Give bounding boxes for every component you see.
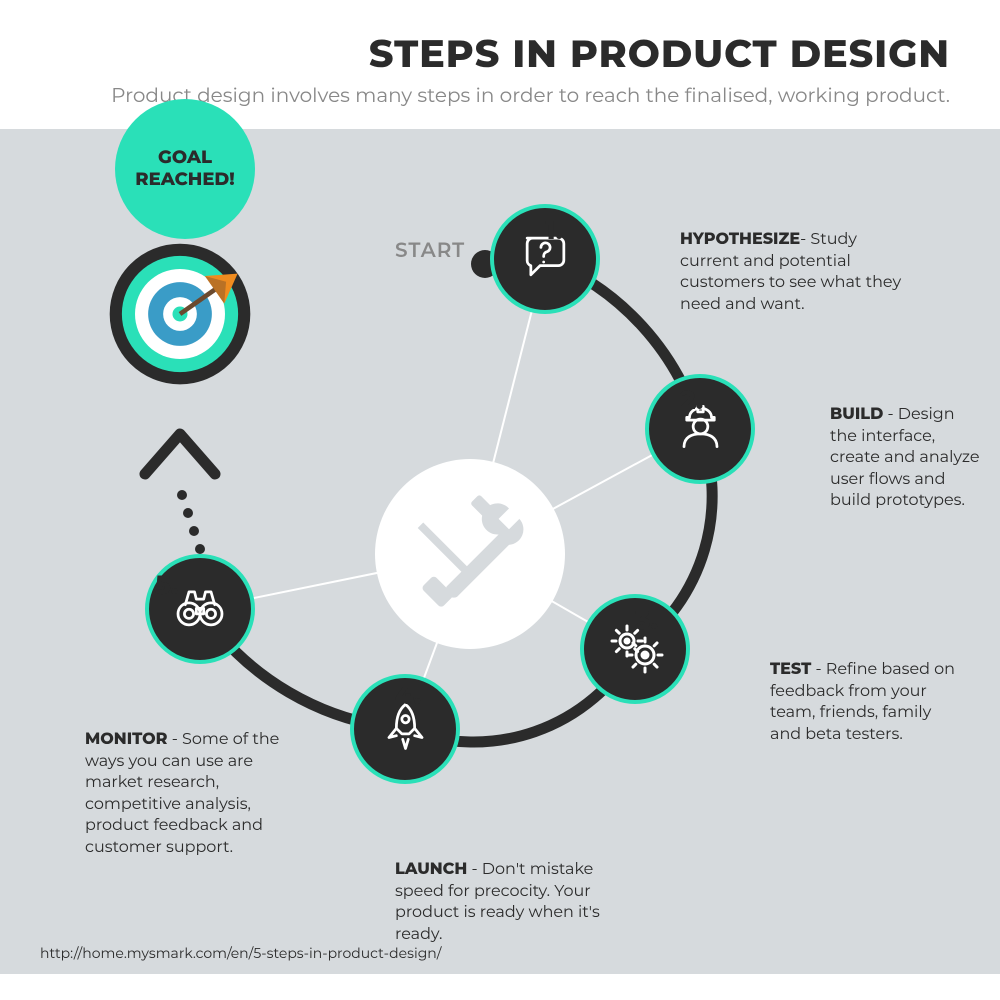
- start-label: START: [395, 239, 465, 263]
- step-text-2: BUILD - Design the interface, create and…: [830, 404, 980, 512]
- diagram-area: GOAL REACHED! START 1. HYPOTHESIZE- Study…: [0, 129, 1000, 974]
- binoculars-icon: [170, 579, 230, 639]
- footer-url: http://home.mysmark.com/en/5-steps-in-pr…: [40, 944, 441, 962]
- step-text-4: LAUNCH - Don't mistake speed for precoci…: [395, 859, 625, 945]
- goal-badge: GOAL REACHED!: [115, 99, 255, 239]
- step-number-2: 2.: [680, 384, 703, 416]
- arrow-up-icon: [135, 419, 225, 489]
- step-text-5: MONITOR - Some of the ways you can use a…: [85, 729, 310, 859]
- step-number-1: 1.: [545, 214, 563, 246]
- center-tools-circle: [375, 459, 565, 649]
- page-title: STEPS IN PRODUCT DESIGN: [50, 30, 950, 77]
- step-number-5: 5.: [155, 569, 178, 601]
- step-number-4: 4.: [395, 679, 421, 711]
- tools-icon: [405, 489, 535, 619]
- step-text-3: TEST - Refine based on feedback from you…: [770, 659, 960, 745]
- step-text-1: HYPOTHESIZE- Study current and potential…: [680, 229, 905, 315]
- target-icon: [105, 239, 255, 394]
- step-number-3: 3.: [635, 604, 658, 636]
- goal-label: GOAL REACHED!: [115, 147, 255, 190]
